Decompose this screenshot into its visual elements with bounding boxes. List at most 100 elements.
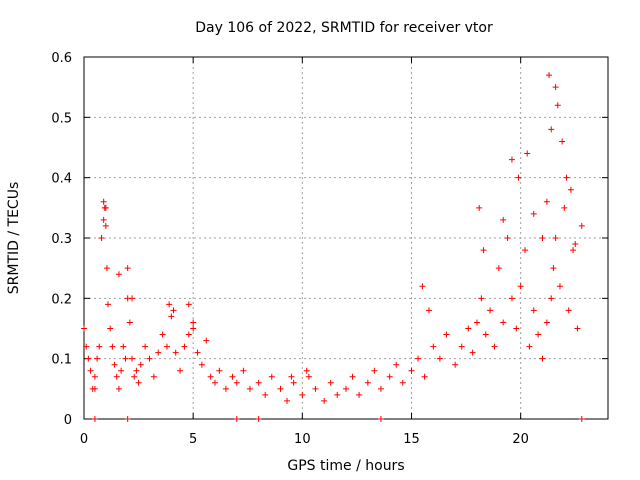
data-point [102,204,109,211]
data-point [386,373,393,380]
chart-title: Day 106 of 2022, SRMTID for receiver vto… [195,20,493,36]
data-point [399,379,406,386]
data-point [552,84,559,91]
data-point [421,373,428,380]
data-point [559,138,566,145]
data-point [327,379,334,386]
x-tick-label: 15 [403,432,420,447]
data-point [83,343,90,350]
data-point [118,367,125,374]
data-point [436,355,443,362]
data-point [81,325,87,332]
data-point [443,331,450,338]
data-point [207,373,214,380]
data-point [508,295,515,302]
data-point [539,235,546,241]
data-point [100,216,107,223]
data-point [491,343,498,350]
data-point [124,416,131,422]
data-point [120,343,127,350]
data-point [504,235,511,241]
data-point [168,313,175,320]
data-point [364,379,371,386]
data-point [371,367,378,374]
data-point [290,379,297,386]
data-point [107,325,114,332]
data-point [500,319,507,326]
data-point [299,391,306,398]
data-point [458,343,465,350]
data-point [150,373,157,380]
data-point [146,355,153,362]
data-point [115,385,122,392]
data-point [530,307,537,314]
data-point [135,379,142,386]
data-point [203,337,210,344]
data-point [122,355,129,362]
y-axis-title: SRMTID / TECUs [6,182,22,295]
data-point [229,373,236,380]
data-point [91,385,98,392]
data-point [102,222,109,229]
data-point [554,102,561,109]
data-point [131,373,138,380]
data-point [377,385,384,392]
data-point [111,361,118,368]
data-point [476,204,483,211]
data-point [543,198,550,205]
data-point [548,126,555,133]
data-point [100,198,107,205]
data-point [255,416,262,422]
y-tick-label: 0.6 [51,51,72,66]
data-point [452,361,459,368]
data-point [535,331,542,338]
data-point [312,385,319,392]
data-point [91,373,98,380]
data-point [356,391,363,398]
data-point [556,283,563,290]
data-point [474,319,480,326]
data-point [137,361,144,368]
data-point [284,397,291,404]
data-point [570,247,577,254]
x-tick-label: 20 [512,432,529,447]
y-tick-label: 0.4 [51,172,72,187]
y-tick-label: 0.1 [51,353,72,368]
data-point [105,301,112,308]
data-point [129,295,136,302]
data-point [513,325,520,332]
data-point [522,247,529,254]
data-point [94,355,101,362]
data-point [508,156,515,163]
data-point [91,416,98,422]
data-point [113,373,120,380]
data-point [172,349,179,356]
data-points [81,72,585,422]
data-point [129,355,136,362]
data-point [96,343,103,350]
data-point [85,355,92,362]
data-point [500,216,507,223]
data-point [334,391,341,398]
data-point [233,416,240,422]
data-point [480,247,487,254]
data-point [393,361,400,368]
data-point [305,373,312,380]
y-tick-label: 0.2 [51,292,72,307]
data-point [321,397,328,404]
data-point [181,343,188,350]
data-point [262,391,269,398]
data-point [487,307,494,314]
data-point [163,343,170,350]
y-tick-label: 0.3 [51,232,72,247]
data-point [246,385,253,392]
data-point [419,283,426,290]
data-point [574,325,581,332]
data-point [546,72,553,79]
data-point [222,385,229,392]
data-point [212,379,218,386]
data-point [142,343,149,350]
data-point [550,265,557,272]
data-point [126,319,133,326]
data-point [524,150,531,157]
